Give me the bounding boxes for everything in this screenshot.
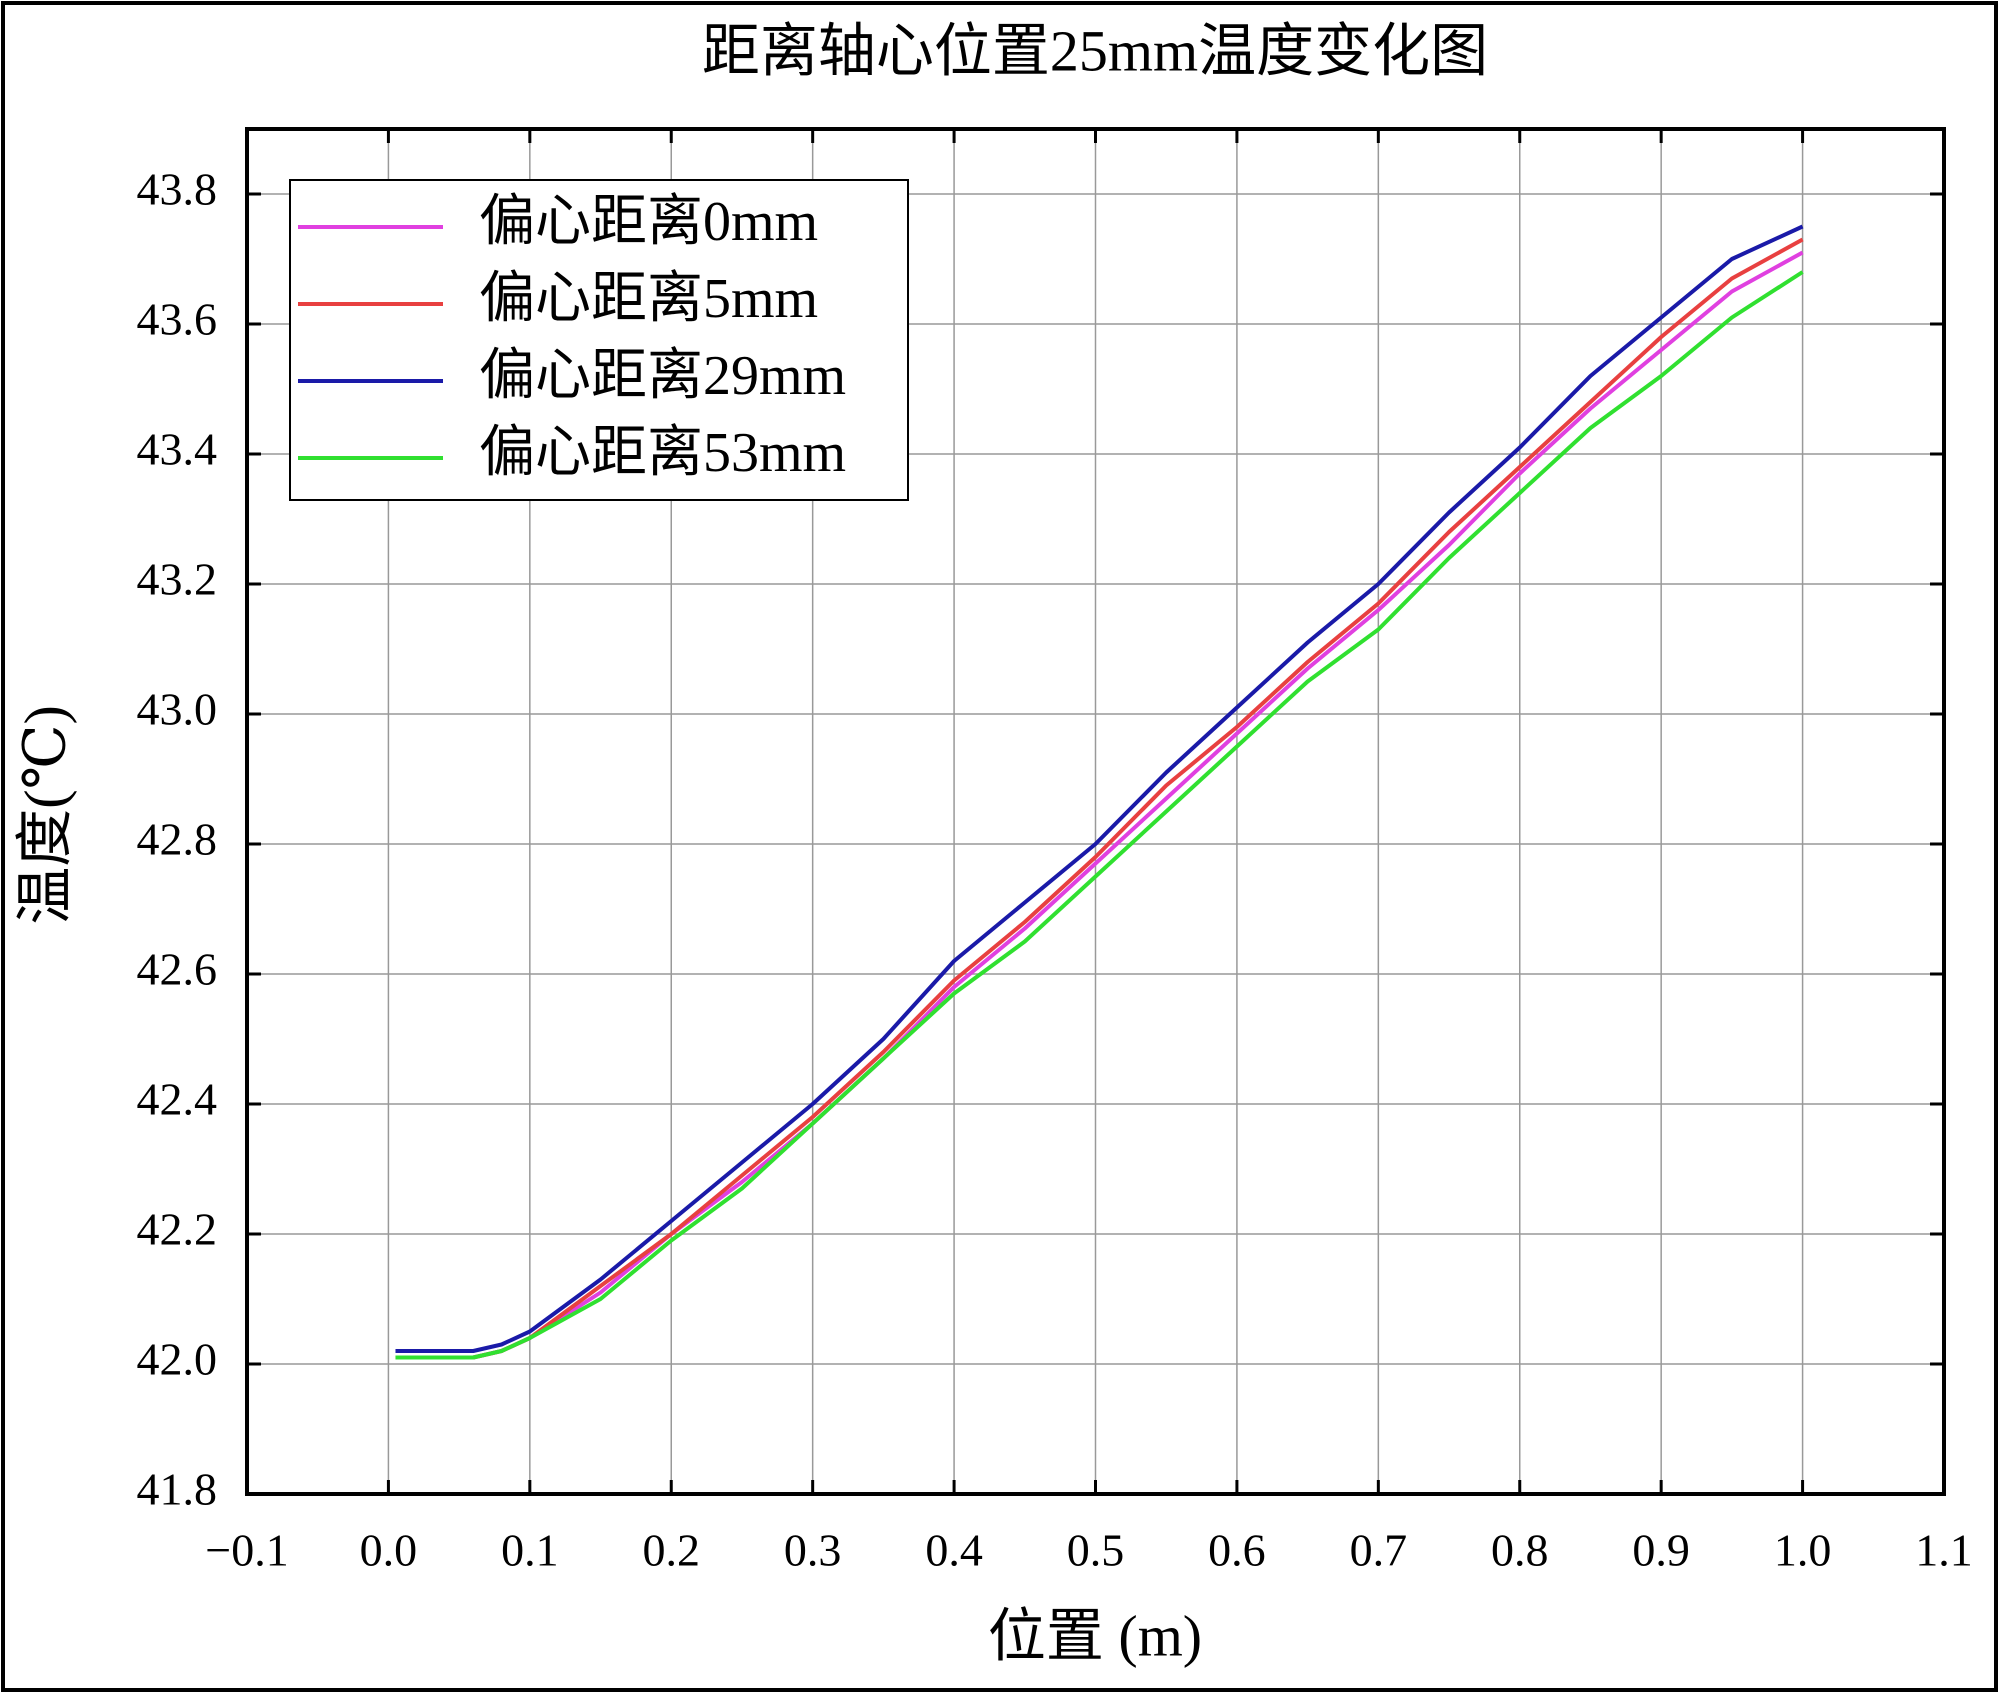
x-tick-label: 1.1 [1915,1525,1973,1576]
x-tick-label: 0.9 [1632,1525,1690,1576]
x-tick-label: 0.4 [925,1525,983,1576]
y-tick-label: 42.4 [137,1074,218,1125]
legend-box [289,179,909,501]
y-tick-label: 43.2 [137,554,218,605]
x-tick-label: −0.1 [205,1525,288,1576]
legend-label: 偏心距离5mm [479,268,818,330]
y-tick-label: 42.6 [137,944,218,995]
y-tick-label: 43.0 [137,684,218,735]
y-tick-label: 43.6 [137,294,218,345]
x-tick-label: 0.0 [360,1525,418,1576]
y-axis-label: 温度(℃) [12,705,77,925]
y-tick-label: 43.8 [137,164,218,215]
x-axis-label: 位置 (m) [988,1603,1202,1668]
x-tick-label: 0.7 [1350,1525,1408,1576]
legend-label: 偏心距离29mm [479,345,846,407]
x-tick-label: 0.3 [784,1525,842,1576]
x-tick-label: 0.5 [1067,1525,1125,1576]
y-tick-label: 42.8 [137,814,218,865]
legend-label: 偏心距离53mm [479,422,846,484]
chart-title: 距离轴心位置25mm温度变化图 [702,18,1488,83]
plot-frame [245,127,1946,1496]
x-tick-label: 0.2 [643,1525,701,1576]
x-tick-label: 0.6 [1208,1525,1266,1576]
y-tick-label: 42.2 [137,1204,218,1255]
x-tick-label: 1.0 [1774,1525,1832,1576]
y-tick-label: 42.0 [137,1334,218,1385]
x-tick-label: 0.8 [1491,1525,1549,1576]
series-line [395,270,1804,1360]
y-tick-label: 41.8 [137,1464,218,1515]
series-line [395,224,1804,1353]
legend-label: 偏心距离0mm [479,191,818,253]
y-tick-label: 43.4 [137,424,218,475]
x-tick-label: 0.1 [501,1525,559,1576]
